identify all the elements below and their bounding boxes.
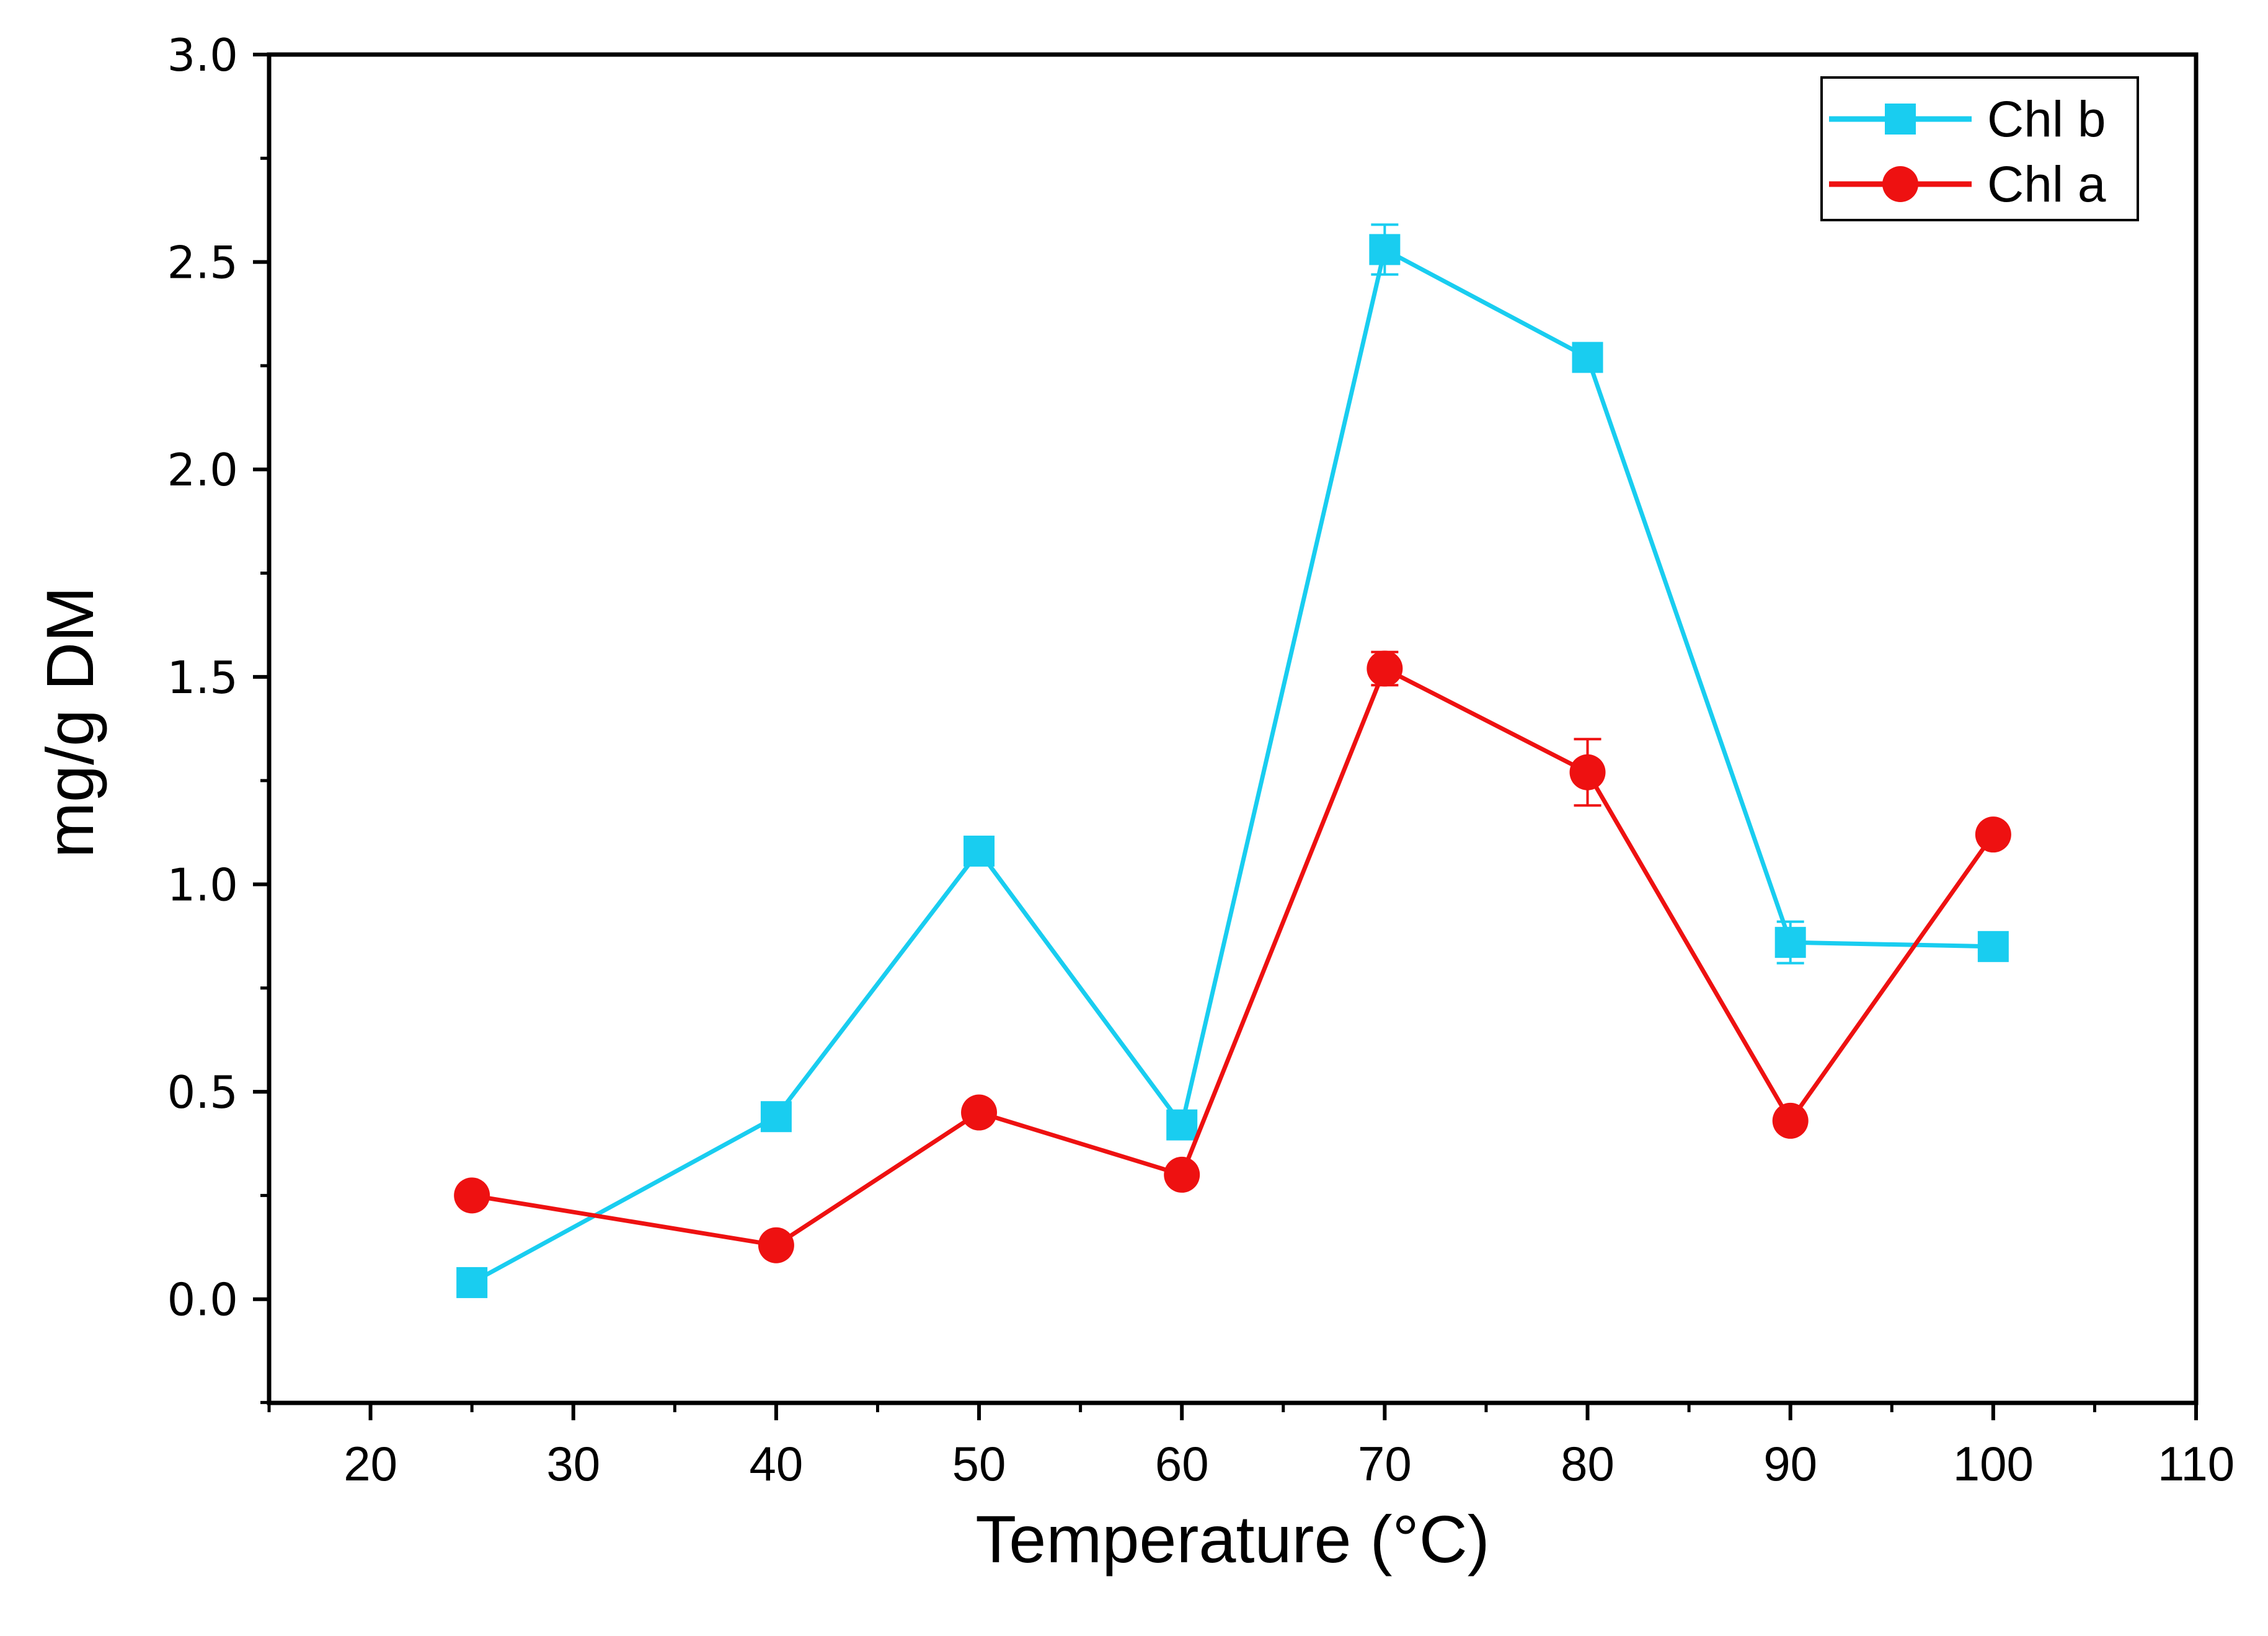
- data-point: [1572, 342, 1603, 373]
- data-point: [1164, 1156, 1200, 1193]
- x-tick-label: 80: [1561, 1436, 1615, 1491]
- legend-label-chl-a: Chl a: [1987, 156, 2106, 213]
- data-point: [454, 1177, 490, 1214]
- x-tick-label: 100: [1953, 1436, 2034, 1491]
- x-tick-label: 70: [1358, 1436, 1412, 1491]
- data-point: [456, 1267, 488, 1298]
- x-tick-label: 40: [750, 1436, 804, 1491]
- series-chl-b: [456, 223, 2009, 1298]
- x-axis-title: Temperature (°C): [975, 1501, 1489, 1576]
- series-chl-a: [454, 650, 2011, 1263]
- data-point: [1774, 927, 1806, 958]
- x-tick-label: 20: [343, 1436, 397, 1491]
- plot-frame: [267, 52, 2199, 1405]
- y-axis-title: mg/g DM: [32, 586, 107, 858]
- y-tick-label: 1.0: [167, 859, 238, 911]
- y-tick-label: 3.0: [167, 29, 238, 81]
- series-line: [471, 247, 1993, 1284]
- x-tick-label: 30: [546, 1436, 600, 1491]
- x-tick-label: 110: [2158, 1436, 2235, 1491]
- legend-label-chl-b: Chl b: [1987, 91, 2106, 148]
- y-tick-label: 0.5: [167, 1066, 238, 1118]
- x-tick-label: 90: [1763, 1436, 1817, 1491]
- data-point: [1975, 816, 2011, 853]
- y-tick-label: 1.5: [167, 652, 238, 704]
- data-point: [1772, 1102, 1809, 1139]
- data-point: [1367, 650, 1403, 687]
- data-point: [760, 1101, 792, 1133]
- series-layer: [454, 223, 2011, 1298]
- data-point: [1569, 754, 1606, 790]
- x-axis: 20 30 40 50 60 70 80 90 100 110: [267, 1403, 2235, 1491]
- data-point: [961, 1094, 998, 1131]
- y-tick-label: 2.5: [167, 237, 238, 289]
- data-point: [1977, 931, 2009, 962]
- x-tick-label: 60: [1155, 1436, 1209, 1491]
- x-tick-label: 50: [952, 1436, 1006, 1491]
- series-line: [471, 666, 1995, 1248]
- data-point: [1166, 1109, 1198, 1141]
- data-point: [1369, 234, 1401, 265]
- data-point: [963, 835, 995, 867]
- legend-box: [1820, 76, 2139, 221]
- y-axis: 0.0 0.5 1.0 1.5 2.0 2.5 3.0: [167, 29, 269, 1404]
- legend: Chl b Chl a: [1820, 76, 2139, 221]
- legend-marker-chl-a: [1882, 166, 1918, 202]
- data-point: [758, 1227, 794, 1263]
- y-tick-label: 0.0: [167, 1274, 238, 1326]
- legend-marker-chl-b: [1885, 104, 1916, 135]
- y-tick-label: 2.0: [167, 444, 238, 496]
